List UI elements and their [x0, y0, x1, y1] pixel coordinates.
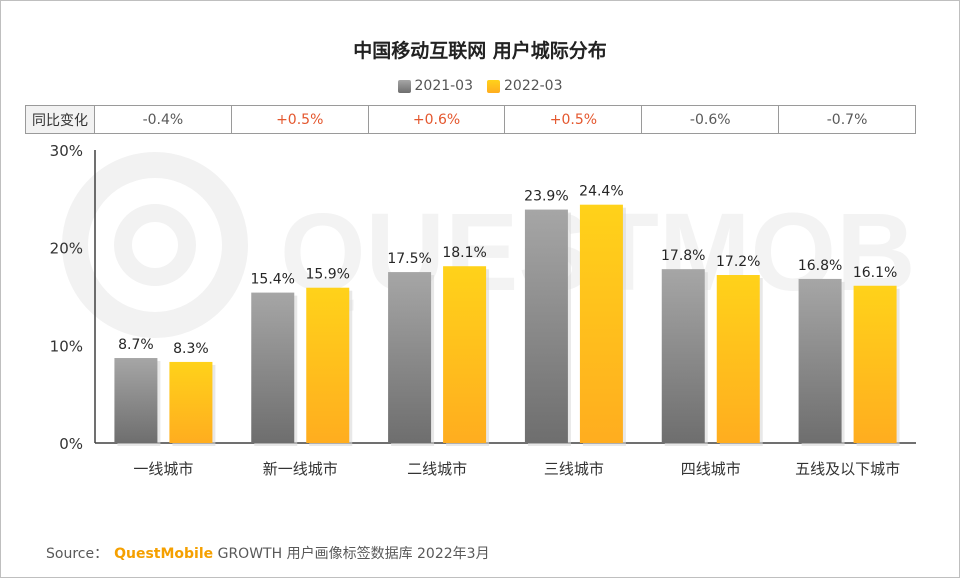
- bar-2022: [579, 204, 623, 443]
- data-label: 8.3%: [173, 341, 209, 357]
- y-tick-label: 0%: [59, 435, 83, 453]
- data-label: 23.9%: [524, 189, 568, 205]
- yoy-value-tier5: -0.7%: [778, 105, 916, 134]
- data-label: 24.4%: [579, 184, 623, 200]
- yoy-header: 同比变化: [25, 105, 95, 134]
- bar-2021: [251, 292, 295, 443]
- bar-2021: [114, 358, 158, 443]
- bar-2021: [524, 209, 568, 443]
- bar-2022: [169, 361, 213, 443]
- data-label: 17.5%: [387, 251, 431, 267]
- legend-item-2022: 2022-03: [487, 78, 563, 94]
- x-tick-label: 三线城市: [544, 460, 604, 478]
- legend-swatch-2022: [487, 79, 500, 93]
- bar-2022: [306, 287, 350, 443]
- bar-2022: [716, 275, 760, 443]
- data-label: 8.7%: [118, 337, 154, 353]
- source-text: GROWTH 用户画像标签数据库 2022年3月: [217, 546, 490, 562]
- y-tick-label: 10%: [50, 337, 83, 355]
- source-note: Source： QuestMobile GROWTH 用户画像标签数据库 2022…: [46, 543, 490, 563]
- legend: 2021-03 2022-03: [0, 78, 960, 94]
- data-label: 16.1%: [853, 265, 897, 281]
- bar-2022: [853, 285, 897, 443]
- data-label: 16.8%: [798, 258, 842, 274]
- x-tick-label: 五线及以下城市: [795, 460, 900, 478]
- x-tick-label: 四线城市: [681, 460, 741, 478]
- y-tick-label: 30%: [50, 142, 83, 160]
- bar-2021: [661, 269, 705, 443]
- source-brand: QuestMobile: [114, 546, 214, 562]
- x-tick-label: 新一线城市: [263, 460, 338, 478]
- bar-2021: [798, 278, 842, 443]
- data-label: 17.2%: [716, 254, 760, 270]
- data-label: 17.8%: [661, 248, 705, 264]
- yoy-value-tier1: -0.4%: [94, 105, 232, 134]
- yoy-row: 同比变化 -0.4% +0.5% +0.6% +0.5% -0.6% -0.7%: [25, 105, 916, 134]
- x-tick-label: 二线城市: [407, 460, 467, 478]
- legend-swatch-2021: [397, 79, 411, 93]
- chart-title: 中国移动互联网 用户城际分布: [353, 40, 607, 62]
- data-label: 18.1%: [442, 245, 486, 261]
- legend-label-2022: 2022-03: [504, 78, 563, 94]
- y-tick-label: 20%: [50, 240, 83, 258]
- yoy-value-new-tier1: +0.5%: [230, 105, 369, 134]
- yoy-value-tier3: +0.5%: [504, 105, 643, 134]
- yoy-value-tier4: -0.6%: [641, 105, 780, 134]
- data-label: 15.4%: [251, 272, 295, 288]
- source-prefix: Source：: [46, 546, 109, 562]
- yoy-value-tier2: +0.6%: [367, 105, 506, 134]
- legend-item-2021: 2021-03: [397, 78, 474, 94]
- data-label: 15.9%: [306, 267, 350, 283]
- x-tick-label: 一线城市: [133, 460, 193, 478]
- bar-2022: [443, 266, 487, 443]
- bar-2021: [388, 272, 432, 443]
- yoy-table: 同比变化 -0.4% +0.5% +0.6% +0.5% -0.6% -0.7%: [25, 105, 916, 134]
- legend-label-2021: 2021-03: [414, 78, 474, 94]
